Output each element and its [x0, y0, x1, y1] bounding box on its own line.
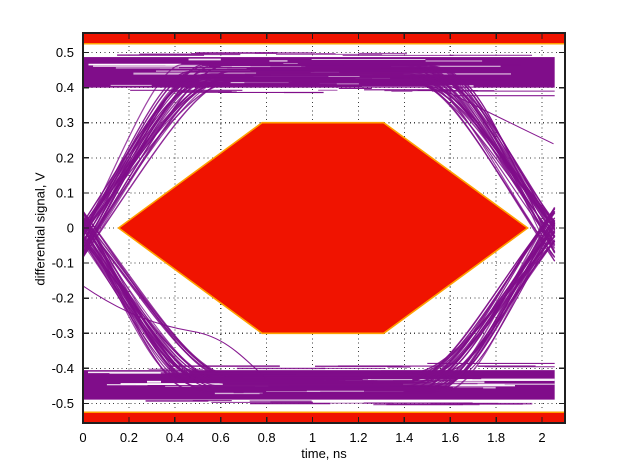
signal-trace	[244, 73, 556, 254]
x-tick-label: 0.4	[166, 430, 184, 445]
x-tick-label: 0	[79, 430, 86, 445]
x-tick-label: 1.2	[349, 430, 367, 445]
signal-trace	[248, 79, 556, 258]
y-tick-label: -0.1	[52, 256, 74, 271]
signal-trace	[394, 210, 556, 384]
y-tick-label: 0	[67, 221, 74, 236]
signal-trace	[82, 74, 272, 244]
signal-trace	[82, 63, 227, 248]
signal-trace	[412, 76, 556, 235]
signal-trace	[82, 224, 462, 391]
y-tick-labels: 0.5 0.4 0.3 0.2 0.1 0 -0.1 -0.2 -0.3 -0.4 -0.5	[52, 45, 74, 411]
y-tick-label: -0.3	[52, 326, 74, 341]
signal-trace	[82, 221, 414, 388]
signal-trace	[82, 84, 327, 237]
y-tick-label: 0.4	[56, 80, 74, 95]
y-tick-label: -0.2	[52, 291, 74, 306]
y-tick-label: 0.1	[56, 185, 74, 200]
x-axis-label: time, ns	[301, 446, 347, 461]
signal-trace	[82, 81, 232, 258]
y-tick-label: 0.3	[56, 115, 74, 130]
signal-trace	[429, 65, 556, 246]
x-tick-labels: 0 0.2 0.4 0.6 0.8 1 1.2 1.4 1.6 1.8 2	[79, 430, 545, 445]
signal-trace	[391, 72, 556, 247]
x-tick-label: 1.8	[487, 430, 505, 445]
y-axis-label: differential signal, V	[32, 172, 48, 286]
signal-trace	[82, 227, 396, 379]
mask-top-bar	[83, 33, 565, 44]
x-tick-label: 0.8	[258, 430, 276, 445]
x-tick-label: 0.2	[120, 430, 138, 445]
signal-traces	[82, 52, 556, 406]
signal-trace	[361, 76, 556, 222]
x-tick-label: 1.4	[395, 430, 413, 445]
mask-bottom-bar	[83, 412, 565, 423]
signal-trace	[380, 240, 556, 372]
x-tick-label: 2	[538, 430, 545, 445]
mask-limit-bars	[83, 33, 565, 423]
signal-trace	[364, 223, 556, 392]
axis-ticks	[82, 33, 565, 423]
signal-trace	[263, 240, 556, 377]
signal-trace	[208, 79, 556, 227]
signal-trace	[264, 74, 556, 253]
x-tick-label: 1.6	[441, 430, 459, 445]
signal-trace	[242, 229, 556, 378]
mask-hexagon	[117, 121, 529, 335]
signal-trace	[82, 218, 346, 381]
signal-trace	[327, 85, 556, 223]
x-tick-label: 0.6	[212, 430, 230, 445]
signal-trace	[82, 70, 445, 228]
signal-trace	[82, 285, 267, 380]
signal-trace	[82, 211, 315, 377]
y-tick-label: 0.5	[56, 45, 74, 60]
signal-trace	[434, 208, 556, 381]
y-tick-label: 0.2	[56, 150, 74, 165]
y-tick-label: -0.4	[52, 361, 74, 376]
signal-trace	[82, 71, 230, 235]
y-tick-label: -0.5	[52, 396, 74, 411]
signal-trace	[82, 63, 399, 235]
signal-trace	[337, 225, 556, 379]
signal-trace	[438, 87, 554, 145]
signal-trace	[82, 64, 522, 254]
x-tick-label: 1	[309, 430, 316, 445]
signal-trace	[82, 236, 375, 382]
